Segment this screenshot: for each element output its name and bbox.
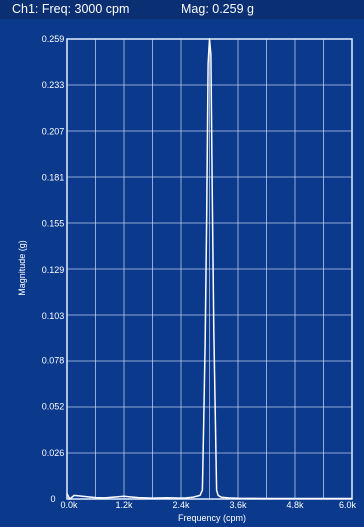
y-tick-labels: 0 0.026 0.052 0.078 0.103 0.129 0.155 0.181 0.20… <box>42 34 65 504</box>
y-tick-label: 0.129 <box>42 265 65 275</box>
y-tick-label: 0 <box>50 494 55 504</box>
x-tick-label: 2.4k <box>172 500 190 510</box>
y-tick-label: 0.181 <box>42 173 65 183</box>
x-tick-label: 6.0k <box>339 500 357 510</box>
x-tick-label: 3.6k <box>229 500 247 510</box>
y-tick-label: 0.233 <box>42 80 65 90</box>
x-axis-label: Frequency (cpm) <box>178 513 246 523</box>
x-tick-label: 0.0k <box>60 500 78 510</box>
y-tick-label: 0.207 <box>42 126 65 136</box>
spectrum-trace <box>66 38 352 500</box>
y-tick-label: 0.026 <box>42 448 65 458</box>
magnitude-readout: Mag: 0.259 g <box>181 2 254 16</box>
y-tick-label: 0.052 <box>42 402 65 412</box>
x-tick-label: 1.2k <box>115 500 133 510</box>
status-bar: Ch1: Freq: 3000 cpm Mag: 0.259 g <box>0 0 364 19</box>
chart-grid <box>67 39 352 499</box>
spectrum-trace-layer <box>66 38 352 500</box>
x-tick-labels: 0.0k 1.2k 2.4k 3.6k 4.8k 6.0k <box>60 500 356 510</box>
y-tick-label: 0.155 <box>42 219 65 229</box>
y-tick-label: 0.103 <box>42 311 65 321</box>
y-axis-label: Magnitude (g) <box>17 240 27 296</box>
y-tick-label: 0.078 <box>42 355 65 365</box>
channel-frequency-readout: Ch1: Freq: 3000 cpm <box>12 2 130 16</box>
y-tick-label: 0.259 <box>42 34 65 44</box>
x-tick-label: 4.8k <box>286 500 304 510</box>
